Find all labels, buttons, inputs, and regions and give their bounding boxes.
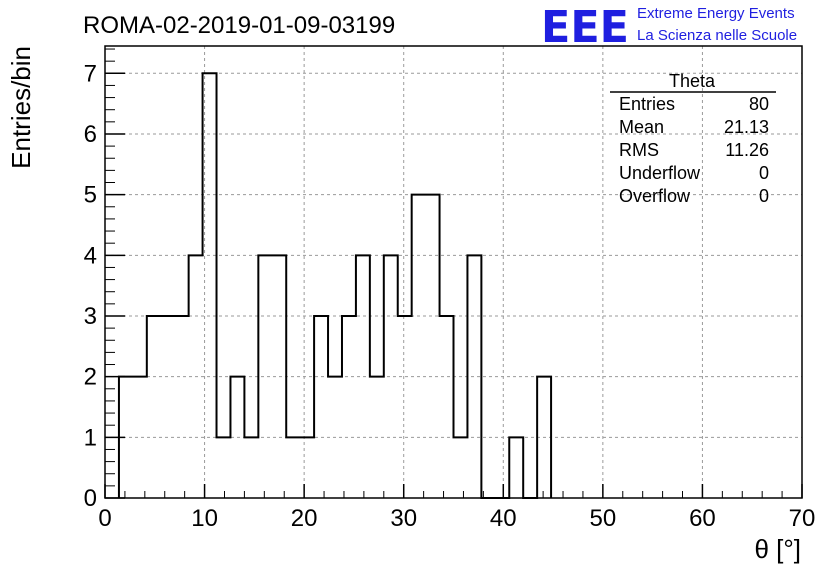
y-tick-label: 0	[84, 485, 97, 512]
stats-label: Underflow	[619, 163, 701, 183]
x-tick-label: 40	[490, 505, 517, 532]
histogram-bar	[426, 195, 440, 498]
y-axis-title: Entries/bin	[6, 46, 36, 169]
axis-ticks: 0 10 20 30 40 50 60 70 0 1 2 3 4 5 6 7	[84, 48, 816, 532]
y-tick-label: 3	[84, 303, 97, 330]
x-tick-label: 0	[98, 505, 111, 532]
stats-label: RMS	[619, 140, 659, 160]
x-tick-label: 70	[789, 505, 816, 532]
histogram-bar	[342, 316, 356, 498]
x-tick-label: 50	[590, 505, 617, 532]
histogram-bar	[217, 437, 231, 498]
stats-label: Overflow	[619, 186, 691, 206]
histogram-bar	[398, 316, 412, 498]
stats-box-title: Theta	[669, 71, 716, 91]
y-tick-label: 1	[84, 424, 97, 451]
stats-rows: Entries 80 Mean 21.13 RMS 11.26 Underflow 0 Over…	[619, 94, 769, 206]
y-tick-label: 2	[84, 364, 97, 391]
chart-title: ROMA-02-2019-01-09-03199	[83, 12, 395, 39]
y-tick-label: 6	[84, 121, 97, 148]
stats-value: 0	[759, 163, 769, 183]
logo-line-1: Extreme Energy Events	[637, 5, 795, 22]
stats-label: Entries	[619, 94, 675, 114]
histogram-outline	[117, 72, 553, 499]
histogram-bar	[300, 437, 314, 498]
histogram-bar	[161, 316, 175, 498]
stats-value: 21.13	[724, 117, 769, 137]
y-tick-label: 4	[84, 242, 97, 269]
y-tick-label: 7	[84, 60, 97, 87]
histogram-bar	[244, 437, 258, 498]
histogram-bar	[509, 437, 523, 498]
eee-logo: EEE Extreme Energy Events La Scienza nel…	[541, 2, 797, 53]
histogram-bar	[440, 316, 454, 498]
histogram-bar	[454, 437, 468, 498]
histogram-bar	[412, 195, 426, 498]
x-tick-label: 60	[689, 505, 716, 532]
x-tick-label: 10	[191, 505, 218, 532]
stats-label: Mean	[619, 117, 664, 137]
histogram-bar	[175, 316, 189, 498]
logo-line-2: La Scienza nelle Scuole	[637, 27, 797, 44]
plot-frame	[104, 45, 803, 499]
histogram-bar	[286, 437, 300, 498]
stats-value: 0	[759, 186, 769, 206]
histogram-bar	[133, 377, 147, 498]
stats-value: 80	[749, 94, 769, 114]
histogram-bars	[119, 73, 551, 498]
stats-value: 11.26	[725, 140, 769, 160]
stats-box: Theta Entries 80 Mean 21.13 RMS 11.26 Underflo…	[610, 71, 776, 206]
x-axis-title: θ [°]	[754, 534, 801, 564]
x-tick-label: 20	[291, 505, 318, 532]
y-tick-label: 5	[84, 182, 97, 209]
histogram-bar	[258, 255, 272, 498]
histogram-bar	[314, 316, 328, 498]
x-tick-label: 30	[390, 505, 417, 532]
eee-logo-mark: EEE	[541, 2, 629, 53]
histogram-bar	[147, 316, 161, 498]
